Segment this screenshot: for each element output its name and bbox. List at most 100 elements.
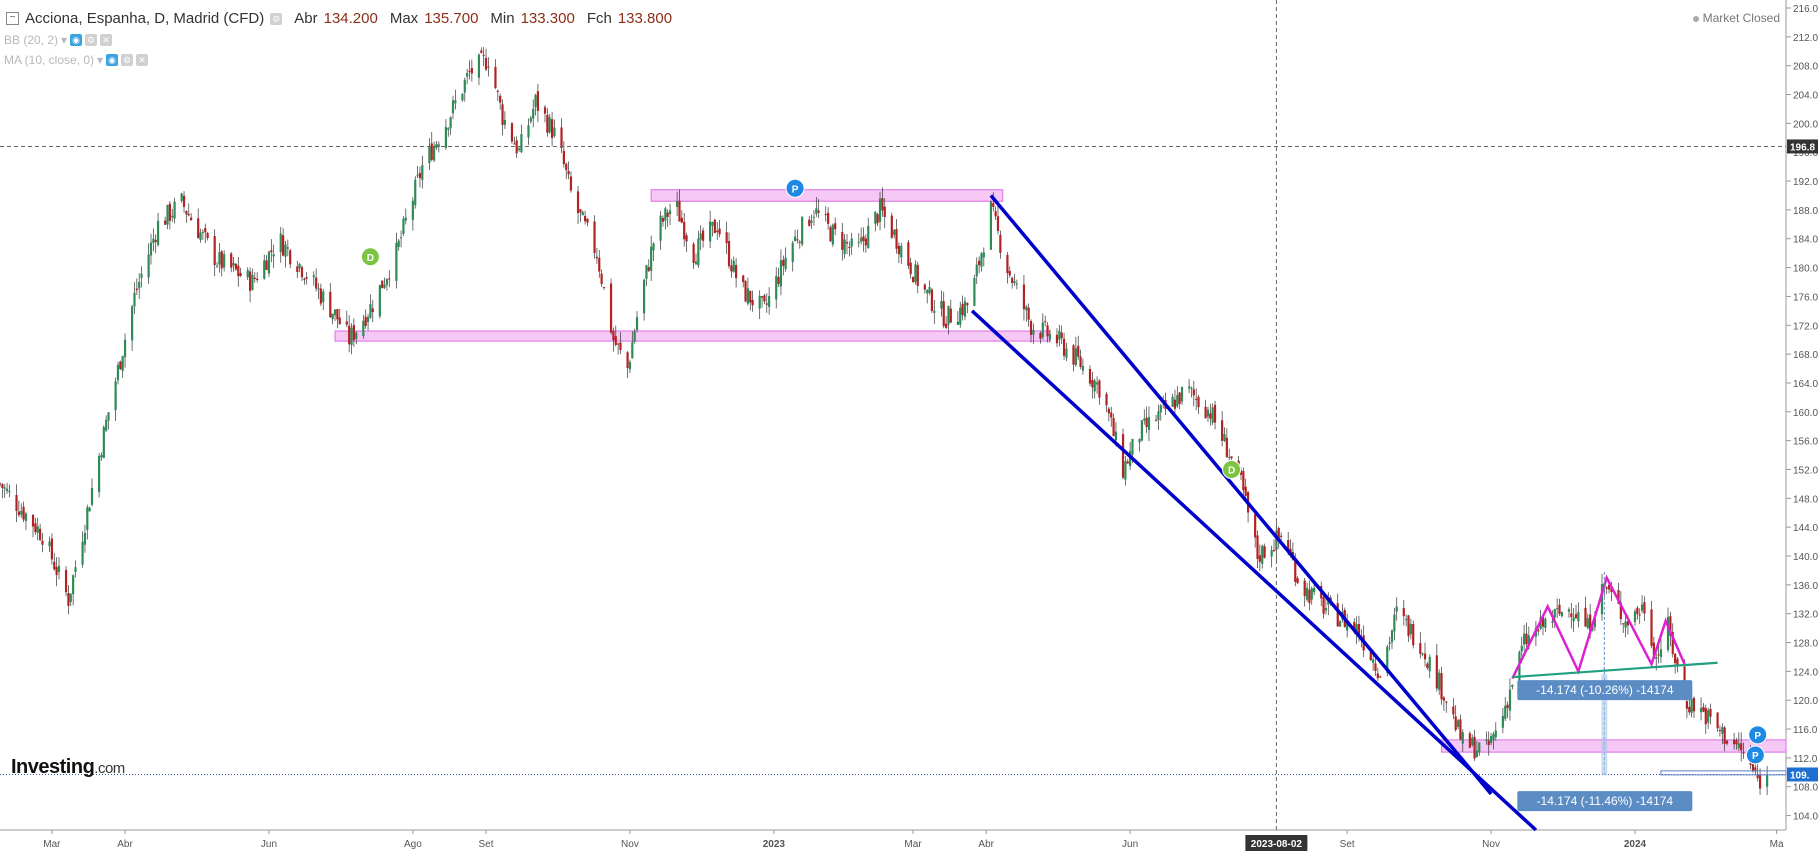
candle-body [1173,399,1177,409]
candle-body [612,330,615,341]
candle-body [138,282,141,289]
event-marker[interactable] [1748,725,1768,745]
candle-body [1126,461,1129,464]
settings-icon[interactable]: ⚙ [270,12,283,25]
instrument-title: Acciona, Espanha, D, Madrid (CFD) [25,10,265,27]
candle-body [114,381,117,411]
candle-body [1065,348,1068,358]
candle-body [230,253,233,268]
candle-body [1541,616,1545,627]
candle-body [810,220,813,223]
candle-body [956,321,959,325]
head-shoulders-pattern[interactable] [1511,574,1686,680]
candle-body [994,211,997,217]
candle-body [1709,708,1712,717]
candle-body [331,313,334,319]
close-icon[interactable]: ✕ [100,34,113,46]
candle-body [1593,618,1596,628]
y-tick-label: 152.0 [1793,465,1818,476]
candle-body [812,216,816,218]
eye-icon[interactable]: ◉ [106,54,119,66]
candle-body [487,66,490,68]
close-value: 133.800 [617,10,673,27]
candle-body [817,210,820,213]
candle-body [768,296,771,307]
candle-body [1619,602,1622,620]
candle-body [1390,630,1394,643]
candle-body [237,265,240,277]
candle-body [848,246,851,248]
candle-body [1395,606,1398,612]
candle-body [381,280,384,289]
candle-body [1280,535,1283,537]
candle-body [1058,330,1061,340]
candle-body [1254,514,1257,538]
candle-body [959,307,962,325]
indicator-ma[interactable]: MA (10, close, 0) ▾ ◉ ⚙ ✕ [4,53,149,67]
candle-body [661,218,665,222]
candle-body [560,127,563,149]
candle-body [1553,609,1556,618]
candle-body [1508,689,1512,711]
candle-body [74,567,77,573]
candle-body [433,145,436,161]
channel-lower-line[interactable] [970,309,1538,832]
dividend-marker[interactable] [360,247,380,267]
candle-body [895,229,898,249]
candle-body [1190,387,1193,389]
gear-icon[interactable]: ⚙ [121,54,134,66]
candle-body [659,215,662,241]
dividend-marker[interactable] [1222,459,1242,479]
candle-body [1355,624,1358,633]
candle-body [1379,676,1382,678]
candle-body [395,242,398,281]
candle-body [1758,774,1762,789]
candle-body [897,245,900,255]
dropdown-icon[interactable]: ▾ [61,33,68,47]
candle-body [223,254,226,268]
candle-body [1110,412,1113,418]
candle-body [1329,597,1332,601]
candle-body [248,271,252,291]
neckline[interactable] [1512,661,1718,679]
candle-body [831,224,834,245]
candle-body [1095,382,1099,385]
candle-body [536,91,540,111]
candle-body [1607,584,1611,590]
candle-body [421,165,424,180]
candle-body [1124,461,1127,480]
candle-body [1638,614,1641,616]
candle-body [581,211,584,216]
x-tick-label: Nov [1482,839,1500,850]
candle-body [1176,395,1179,407]
candle-body [1659,649,1663,657]
candle-body [317,288,320,290]
low-value: 133.300 [520,10,575,27]
candle-body [48,541,51,547]
candle-body [793,236,797,241]
collapse-icon[interactable]: − [6,12,19,25]
dropdown-icon[interactable]: ▾ [97,53,104,67]
candle-body [801,217,804,245]
candle-body [666,212,669,218]
eye-icon[interactable]: ◉ [70,34,83,46]
indicator-bb[interactable]: BB (20, 2) ▾ ◉ ⚙ ✕ [4,33,113,47]
measure-label-box [1517,791,1693,812]
gear-icon[interactable]: ⚙ [85,34,98,46]
close-icon[interactable]: ✕ [136,54,149,66]
status-dot-icon [1692,15,1699,22]
candle-body [642,279,646,314]
candle-body [215,265,219,267]
candle-body [911,276,915,283]
indicator-bb-label: BB (20, 2) [4,33,59,47]
candle-body [697,238,700,266]
event-marker[interactable] [785,178,805,198]
candle-body [449,117,452,129]
channel-upper-line[interactable] [989,194,1493,796]
event-marker[interactable] [1745,745,1765,765]
candle-body [1485,739,1488,741]
y-tick-label: 108.0 [1793,783,1818,794]
candle-body [1272,549,1276,552]
